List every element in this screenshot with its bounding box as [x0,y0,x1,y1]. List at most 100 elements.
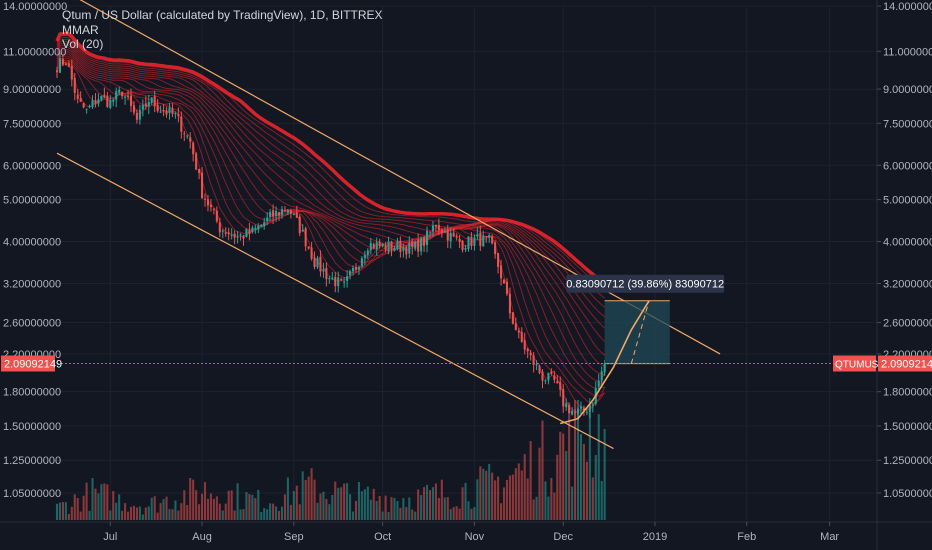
candle-body [443,230,446,233]
candle-body [331,278,334,280]
volume-bar [298,504,301,520]
x-tick-label: Nov [465,531,485,543]
volume-bar [417,489,420,520]
y-tick-label-left: 14.00000000 [3,1,67,13]
volume-bar [159,503,162,520]
chart-title: Qtum / US Dollar (calculated by TradingV… [62,8,383,22]
candle-body [260,224,263,227]
candle-body [156,104,159,112]
candle-body [437,224,440,230]
volume-bar [378,495,381,520]
candle-body [106,95,109,107]
indicator-mmar-label[interactable]: MMAR [62,22,99,37]
symbol-label-bg [833,355,876,372]
indicator-volume-label[interactable]: Vol (20) [62,37,104,51]
volume-bar [464,482,467,520]
volume-bar [547,496,550,520]
candle-body [206,199,210,206]
candle-body [289,210,292,214]
projection-curve [559,300,650,425]
volume-bar [162,499,165,520]
volume-bar [556,454,559,520]
candle-body [375,242,378,250]
candle-body [494,242,497,255]
volume-bar [236,483,239,520]
candle-body [390,241,393,250]
candle-body [384,245,387,250]
y-tick-label-right: 5.00000000 [883,195,932,207]
measure-box [604,300,670,364]
volume-bars [55,400,606,520]
volume-bar [582,443,585,520]
volume-bar [384,495,387,520]
volume-bar [443,497,446,520]
volume-bar [221,510,224,520]
volume-bar [500,503,503,520]
volume-bar [588,410,591,520]
candle-body [322,269,325,272]
volume-bar [195,490,198,520]
candle-body [201,172,204,199]
volume-bar [73,494,76,520]
candle-body [378,241,381,246]
y-tick-label-left: 1.05000000 [3,488,61,500]
candle-body [470,236,473,246]
candle-body [292,213,295,216]
volume-bar [118,494,121,520]
candle-body [168,107,171,114]
x-tick-label: Sep [284,531,304,543]
volume-bar [212,498,215,520]
candle-body [559,381,562,390]
volume-bar [357,482,360,520]
candle-body [94,100,97,105]
measure-label-bg [566,274,725,293]
candle-body [562,389,565,407]
y-tick-label-left: 9.00000000 [3,84,61,96]
volume-bar [369,499,372,520]
candle-body [372,244,375,249]
candle-body [467,236,470,249]
volume-bar [100,484,103,520]
volume-bar [165,496,168,520]
volume-bar [277,510,281,520]
volume-bar [366,486,369,520]
volume-bar [307,476,310,520]
candle-body [414,241,417,249]
y-tick-label-right: 1.05000000 [883,488,932,500]
volume-bar [431,487,434,520]
candle-body [307,246,310,249]
volume-bar [192,479,195,520]
candle-body [366,250,369,255]
candle-body [343,281,346,283]
candle-body [254,228,257,230]
candle-body [209,204,212,208]
candle-body [283,209,286,211]
candle-body [346,276,349,281]
candle-body [91,100,94,108]
volume-bar [428,490,432,520]
volume-bar [334,481,337,520]
volume-bar [594,455,597,520]
candle-body [112,99,115,102]
ribbon-line [56,55,605,389]
volume-bar [144,507,147,520]
candle-body [272,210,275,217]
candle-body [186,135,189,137]
volume-bar [505,479,508,520]
volume-bar [230,490,233,520]
volume-bar [553,492,556,520]
volume-bar [76,497,79,520]
y-tick-label-right: 1.25000000 [883,455,932,467]
volume-bar [600,481,603,520]
volume-bar [198,504,201,520]
drawing-tools[interactable]: 0.83090712 (39.86%) 83090712 [56,0,725,450]
volume-bar [215,496,218,520]
candle-body [553,375,556,380]
measure-label: 0.83090712 (39.86%) 83090712 [566,274,725,293]
candle-body [354,267,358,270]
volume-bar [301,471,304,520]
volume-bar [337,487,340,520]
volume-bar [346,483,349,520]
candle-body [129,95,133,106]
